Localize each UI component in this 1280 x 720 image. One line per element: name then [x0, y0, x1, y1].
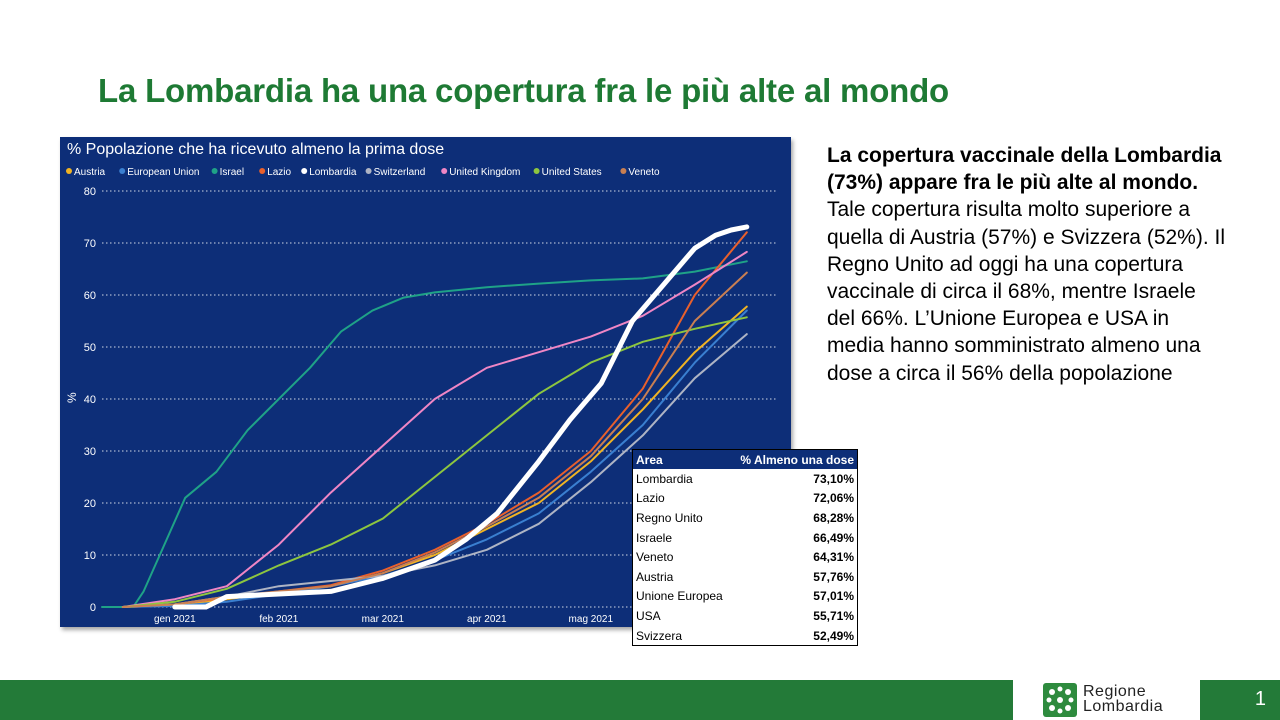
dose-value-cell: 55,71%	[813, 608, 854, 623]
logo-line-2: Lombardia	[1083, 698, 1164, 715]
table-row: Israele 66,49%	[633, 528, 858, 548]
legend-marker	[119, 168, 126, 174]
area-cell: Svizzera	[636, 628, 683, 643]
area-cell: Unione Europea	[636, 589, 723, 604]
y-tick-label: 20	[84, 498, 96, 510]
legend-label: Austria	[74, 167, 106, 178]
x-tick-label: feb 2021	[259, 614, 298, 625]
chart-legend: Austria European Union Israel Lazio Lombardi…	[66, 167, 660, 178]
table-row: Regno Unito 68,28%	[633, 508, 858, 528]
y-tick-label: 30	[84, 446, 96, 458]
legend-label: United States	[542, 167, 602, 178]
description-bold: La copertura vaccinale della Lombardia (…	[827, 144, 1222, 195]
table-header-row: Area % Almeno una dose	[632, 449, 858, 469]
table-row: Svizzera 52,49%	[633, 626, 858, 646]
table-row: Lazio 72,06%	[633, 489, 858, 509]
chart-series	[101, 224, 750, 610]
chart-title: % Popolazione che ha ricevuto almeno la …	[67, 141, 444, 158]
coverage-table: Area % Almeno una dose Lombardia 73,10% La…	[632, 449, 858, 647]
x-axis: gen 2021 feb 2021 mar 2021 apr 2021 mag 2021…	[154, 614, 709, 625]
regione-lombardia-logo: Regione Lombardia	[1013, 680, 1200, 720]
series-line-united-kingdom	[121, 250, 748, 608]
vaccination-line-chart: % Popolazione che ha ricevuto almeno la …	[60, 137, 791, 627]
y-tick-label: 80	[84, 186, 96, 198]
legend-label: European Union	[127, 167, 199, 178]
legend-marker	[365, 168, 372, 174]
dose-value-cell: 72,06%	[813, 491, 854, 506]
series-line-united-states	[121, 316, 748, 608]
chart-svg: % Popolazione che ha ricevuto almeno la …	[65, 141, 778, 625]
area-cell: Lazio	[636, 491, 665, 506]
rosa-camuna-icon	[1043, 683, 1077, 717]
table-row: Lombardia 73,10%	[633, 469, 858, 489]
description-rest: Tale copertura risulta molto superiore a…	[827, 198, 1226, 385]
y-tick-label: 10	[84, 550, 96, 562]
area-cell: Austria	[636, 569, 674, 584]
legend-marker	[259, 168, 266, 174]
legend-marker	[533, 168, 540, 174]
table-row: Veneto 64,31%	[633, 547, 858, 567]
x-tick-label: gen 2021	[154, 614, 196, 625]
y-tick-label: 50	[84, 342, 96, 354]
x-tick-label: mag 2021	[569, 614, 614, 625]
y-tick-label: 70	[84, 238, 96, 250]
legend-marker	[211, 168, 218, 174]
area-cell: Veneto	[636, 550, 674, 565]
legend-marker	[66, 168, 72, 174]
legend-marker	[620, 168, 627, 174]
table-row: USA 55,71%	[633, 606, 858, 626]
legend-label: Israel	[220, 167, 244, 178]
dose-value-cell: 64,31%	[813, 550, 854, 565]
dose-value-cell: 66,49%	[813, 530, 854, 545]
page-number: 1	[1254, 688, 1266, 710]
table-body: Lombardia 73,10% Lazio 72,06% Regno Unito 68,…	[633, 469, 858, 646]
legend-label: Lazio	[267, 167, 291, 178]
table-header-dose: % Almeno una dose	[730, 449, 858, 469]
x-tick-label: mar 2021	[362, 614, 405, 625]
area-cell: Lombardia	[636, 471, 693, 486]
table-row: Austria 57,76%	[633, 567, 858, 587]
dose-value-cell: 73,10%	[813, 471, 854, 486]
y-axis: 0 10 20 30 40 50 60 70 80	[84, 186, 96, 614]
area-cell: USA	[636, 608, 661, 623]
series-line-lombardia	[172, 224, 750, 610]
dose-value-cell: 57,76%	[813, 569, 854, 584]
x-tick-label: apr 2021	[467, 614, 507, 625]
legend-marker	[301, 168, 308, 174]
y-tick-label: 0	[90, 602, 96, 614]
logo-text: Regione Lombardia	[1083, 683, 1164, 715]
legend-label: United Kingdom	[449, 167, 520, 178]
slide-title: La Lombardia ha una copertura fra le più…	[98, 72, 950, 109]
description-text: La copertura vaccinale della Lombardia (…	[827, 142, 1227, 387]
area-cell: Regno Unito	[636, 510, 703, 525]
legend-marker	[441, 168, 448, 174]
legend-label: Veneto	[628, 167, 660, 178]
dose-value-cell: 57,01%	[813, 589, 854, 604]
table-row: Unione Europea 57,01%	[633, 587, 858, 607]
legend-label: Lombardia	[309, 167, 357, 178]
table-header-area: Area	[632, 449, 731, 469]
y-tick-label: 40	[84, 394, 96, 406]
area-cell: Israele	[636, 530, 673, 545]
y-axis-label: %	[65, 392, 79, 403]
dose-value-cell: 68,28%	[813, 510, 854, 525]
dose-value-cell: 52,49%	[813, 628, 854, 643]
chart-grid	[102, 190, 778, 608]
series-line-israel	[101, 260, 748, 608]
y-tick-label: 60	[84, 290, 96, 302]
logo-line-1: Regione	[1083, 683, 1147, 700]
legend-label: Switzerland	[374, 167, 426, 178]
